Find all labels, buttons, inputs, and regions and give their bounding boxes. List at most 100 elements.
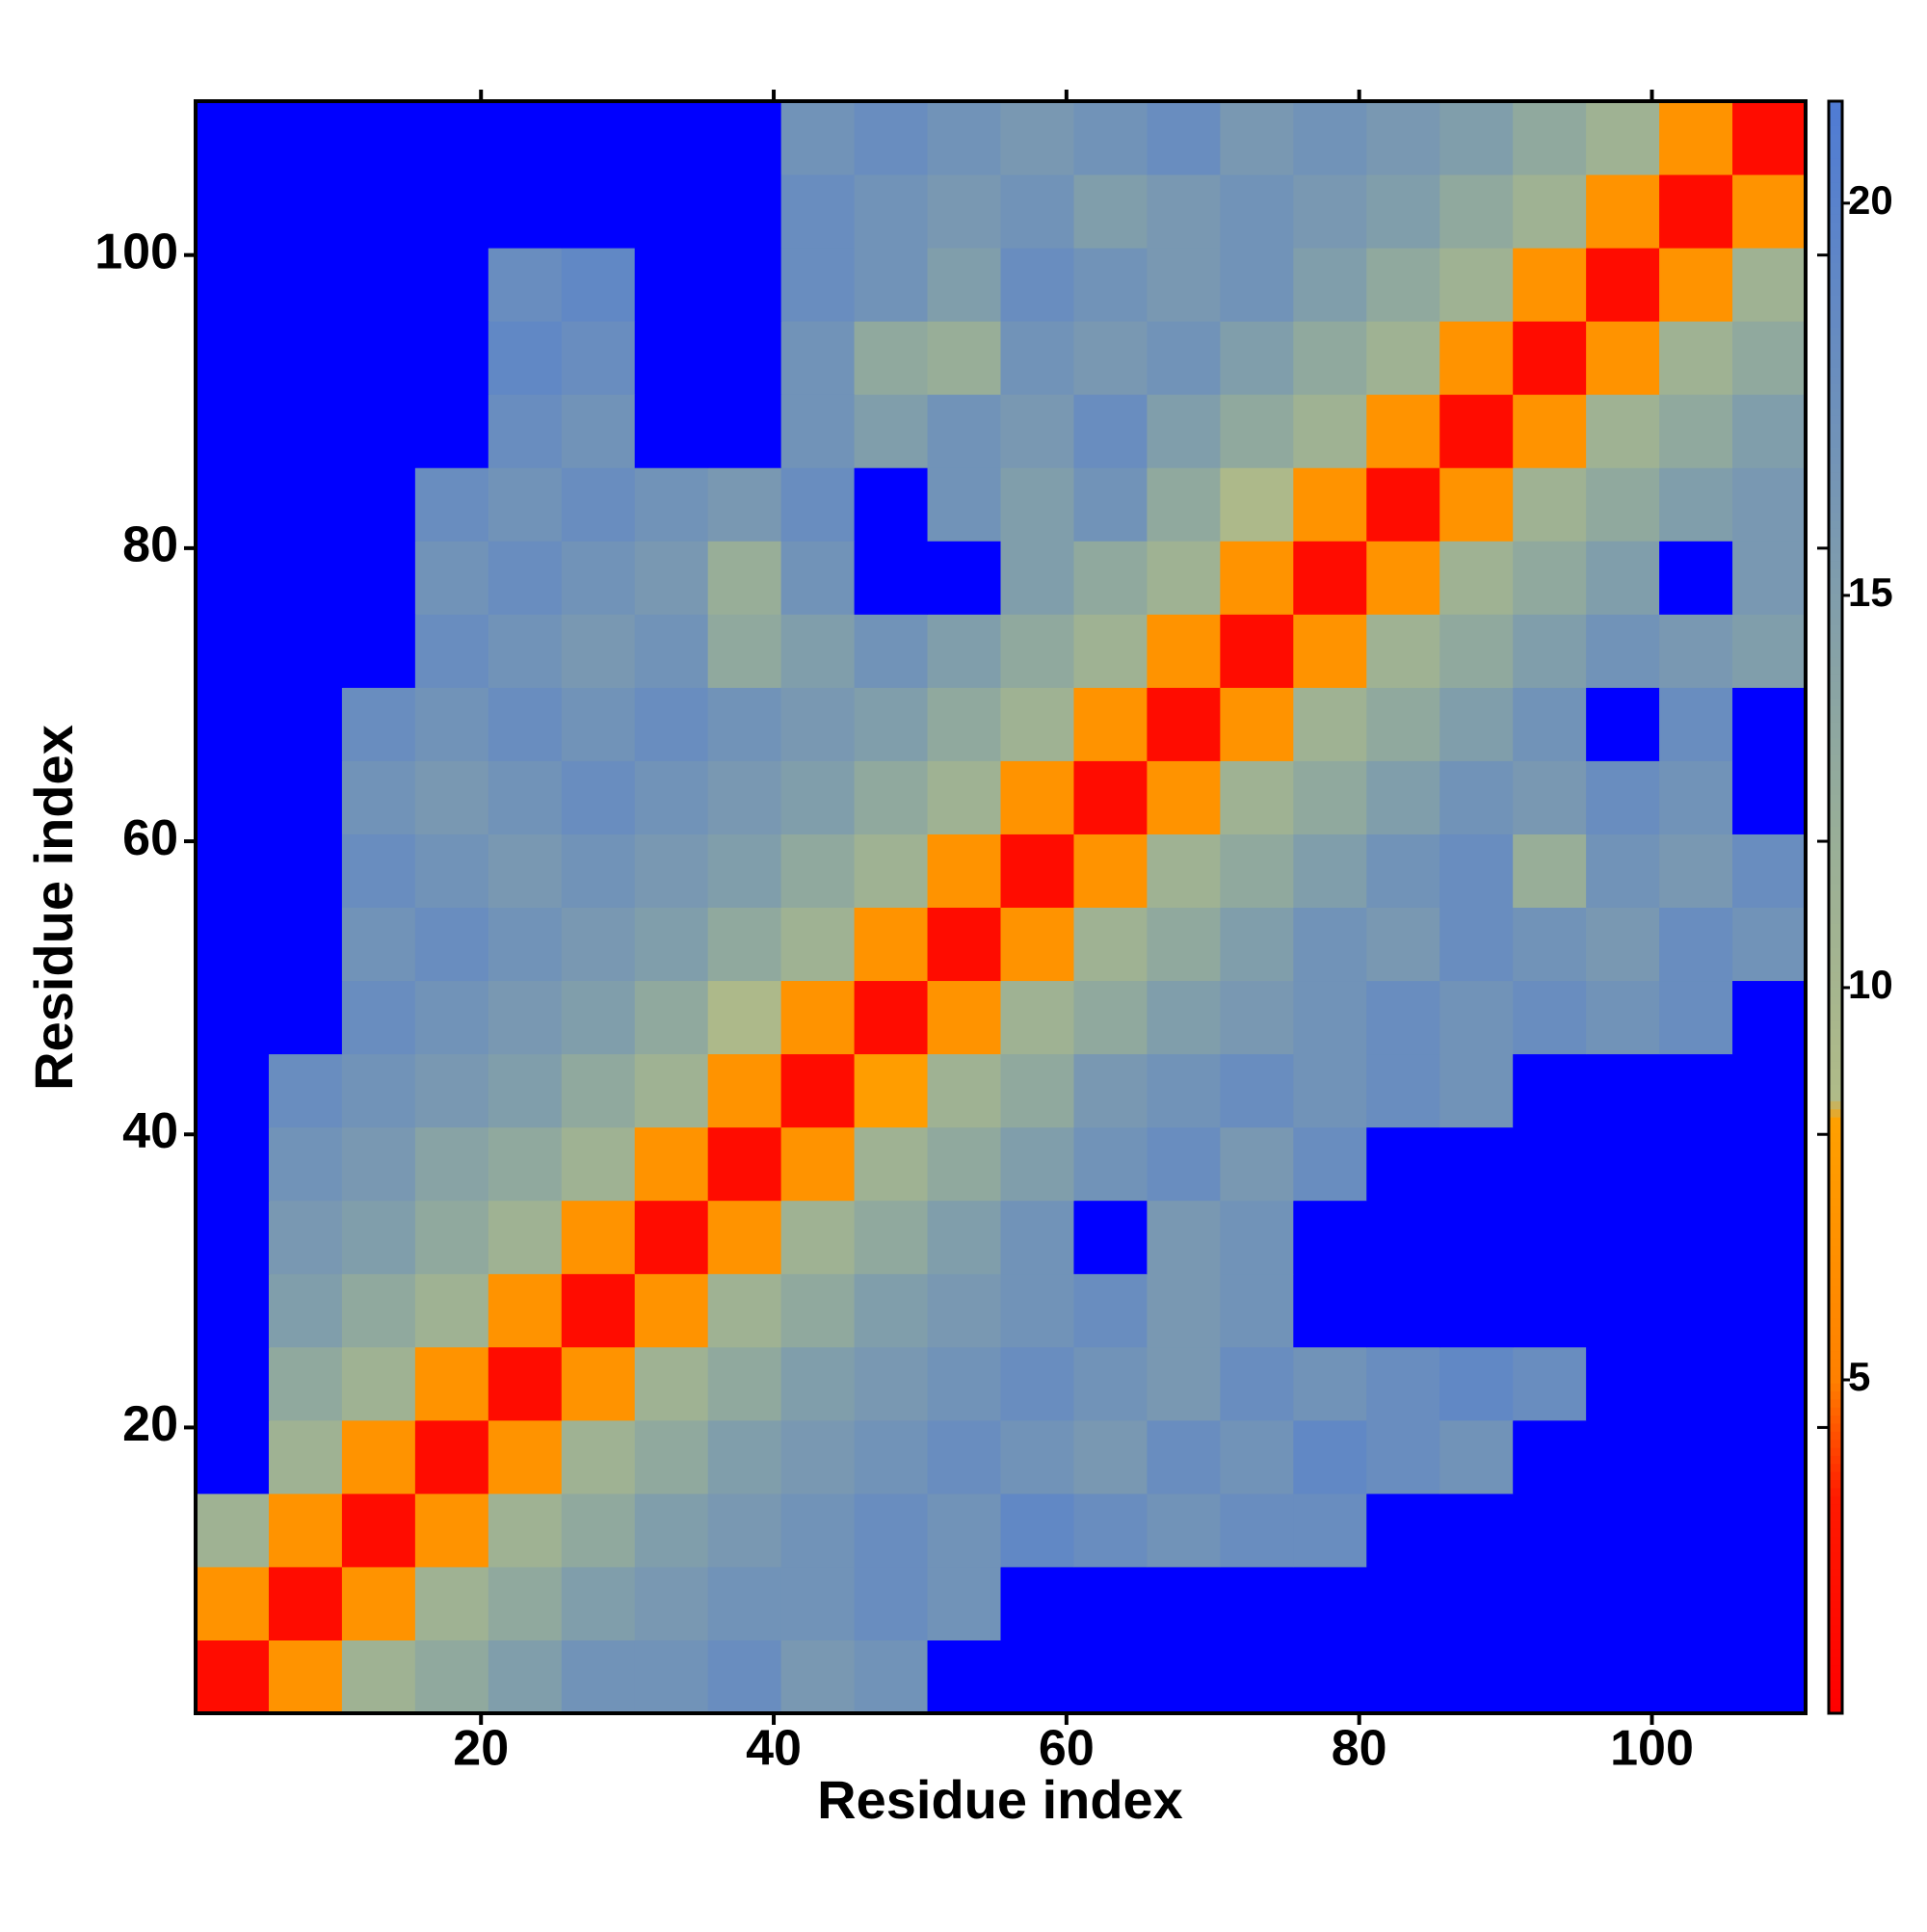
heatmap-cell (1439, 1346, 1514, 1421)
heatmap-cell (927, 174, 1001, 249)
heatmap-cell (1439, 1639, 1514, 1714)
heatmap-cell (561, 467, 636, 542)
heatmap-cell (561, 248, 636, 322)
heatmap-cell (1220, 1639, 1294, 1714)
heatmap-cell (488, 467, 563, 542)
heatmap-cell (196, 980, 270, 1055)
heatmap-cell (1513, 174, 1587, 249)
heatmap-cell (268, 834, 343, 908)
colorbar-segment (1829, 560, 1842, 569)
heatmap-cell (1586, 1493, 1660, 1568)
heatmap-cell (707, 907, 782, 982)
heatmap-cell (1073, 834, 1148, 908)
heatmap-cell (1000, 980, 1074, 1055)
heatmap-cell (561, 1639, 636, 1714)
heatmap-cell (561, 1273, 636, 1348)
heatmap-cell (1073, 614, 1148, 688)
colorbar-segment (1829, 229, 1842, 239)
heatmap-cell (1732, 1419, 1807, 1495)
heatmap-cell (854, 614, 929, 688)
heatmap-cell (268, 1419, 343, 1495)
colorbar-segment (1829, 971, 1842, 981)
heatmap-cell (1659, 1126, 1733, 1202)
heatmap-cell (1073, 101, 1148, 175)
colorbar-segment (1829, 214, 1842, 224)
colorbar-segment (1829, 1471, 1842, 1481)
heatmap-cell (561, 1053, 636, 1128)
heatmap-cell (1220, 1273, 1294, 1348)
colorbar-segment (1829, 698, 1842, 706)
heatmap-cell (1366, 1273, 1440, 1348)
heatmap-cell (268, 248, 343, 322)
heatmap-cell (1000, 174, 1074, 249)
heatmap-cell (1147, 101, 1221, 175)
heatmap-cell (196, 1126, 270, 1202)
heatmap-cell (1366, 541, 1440, 615)
heatmap-cell (927, 1346, 1001, 1421)
heatmap-cell (561, 1126, 636, 1202)
heatmap-cell (854, 1200, 929, 1275)
heatmap-cell (1147, 1493, 1221, 1568)
heatmap-cell (1293, 1566, 1367, 1641)
heatmap-cell (1513, 907, 1587, 982)
heatmap-cell (1220, 687, 1294, 761)
colorbar-segment (1829, 907, 1842, 916)
heatmap-cell (1659, 1053, 1733, 1128)
heatmap-cell (854, 687, 929, 761)
heatmap-cell (707, 248, 782, 322)
colorbar-segment (1829, 1527, 1842, 1537)
colorbar-segment (1829, 818, 1842, 828)
heatmap-cell (268, 907, 343, 982)
colorbar-segment (1829, 133, 1842, 143)
colorbar-segment (1829, 205, 1842, 215)
colorbar-segment (1829, 1326, 1842, 1336)
colorbar-segment (1829, 1237, 1842, 1247)
colorbar-segment (1829, 657, 1842, 667)
heatmap-cell (1293, 614, 1367, 688)
heatmap-cell (1147, 1639, 1221, 1714)
colorbar-segment (1829, 141, 1842, 150)
heatmap-cell (341, 1639, 416, 1714)
heatmap-cell (707, 1200, 782, 1275)
heatmap-cell (1073, 1273, 1148, 1348)
heatmap-cell (1586, 907, 1660, 982)
heatmap-cell (414, 541, 489, 615)
heatmap-cell (1659, 321, 1733, 395)
heatmap-cell (1659, 174, 1733, 249)
heatmap-cell (414, 907, 489, 982)
heatmap-cell (634, 1053, 709, 1128)
colorbar-segment (1829, 1068, 1842, 1077)
colorbar-segment (1829, 456, 1842, 465)
colorbar-segment (1829, 1455, 1842, 1465)
heatmap-cell (854, 467, 929, 542)
heatmap-cell (561, 394, 636, 468)
heatmap-cell (414, 1566, 489, 1641)
colorbar-segment (1829, 1125, 1842, 1134)
heatmap-cell (1513, 980, 1587, 1055)
heatmap-cell (707, 687, 782, 761)
heatmap-cell (1000, 614, 1074, 688)
heatmap-cell (927, 907, 1001, 982)
heatmap-cell (1000, 248, 1074, 322)
heatmap-cell (1293, 907, 1367, 982)
heatmap-cell (1073, 321, 1148, 395)
heatmap-cell (196, 1273, 270, 1348)
colorbar-segment (1829, 1052, 1842, 1062)
heatmap-cell (707, 980, 782, 1055)
colorbar-segment (1829, 665, 1842, 675)
colorbar-segment (1829, 1632, 1842, 1642)
colorbar-segment (1829, 899, 1842, 909)
colorbar-segment (1829, 1551, 1842, 1561)
colorbar-segment (1829, 1149, 1842, 1158)
colorbar-segment (1829, 495, 1842, 505)
colorbar-segment (1829, 1560, 1842, 1570)
colorbar-segment (1829, 1084, 1842, 1094)
colorbar-segment (1829, 117, 1842, 126)
heatmap-cell (1732, 248, 1807, 322)
heatmap-cell (341, 467, 416, 542)
colorbar-segment (1829, 988, 1842, 997)
heatmap-cell (634, 834, 709, 908)
colorbar-segment (1829, 1705, 1842, 1714)
heatmap-cell (707, 614, 782, 688)
heatmap-cell (1293, 541, 1367, 615)
